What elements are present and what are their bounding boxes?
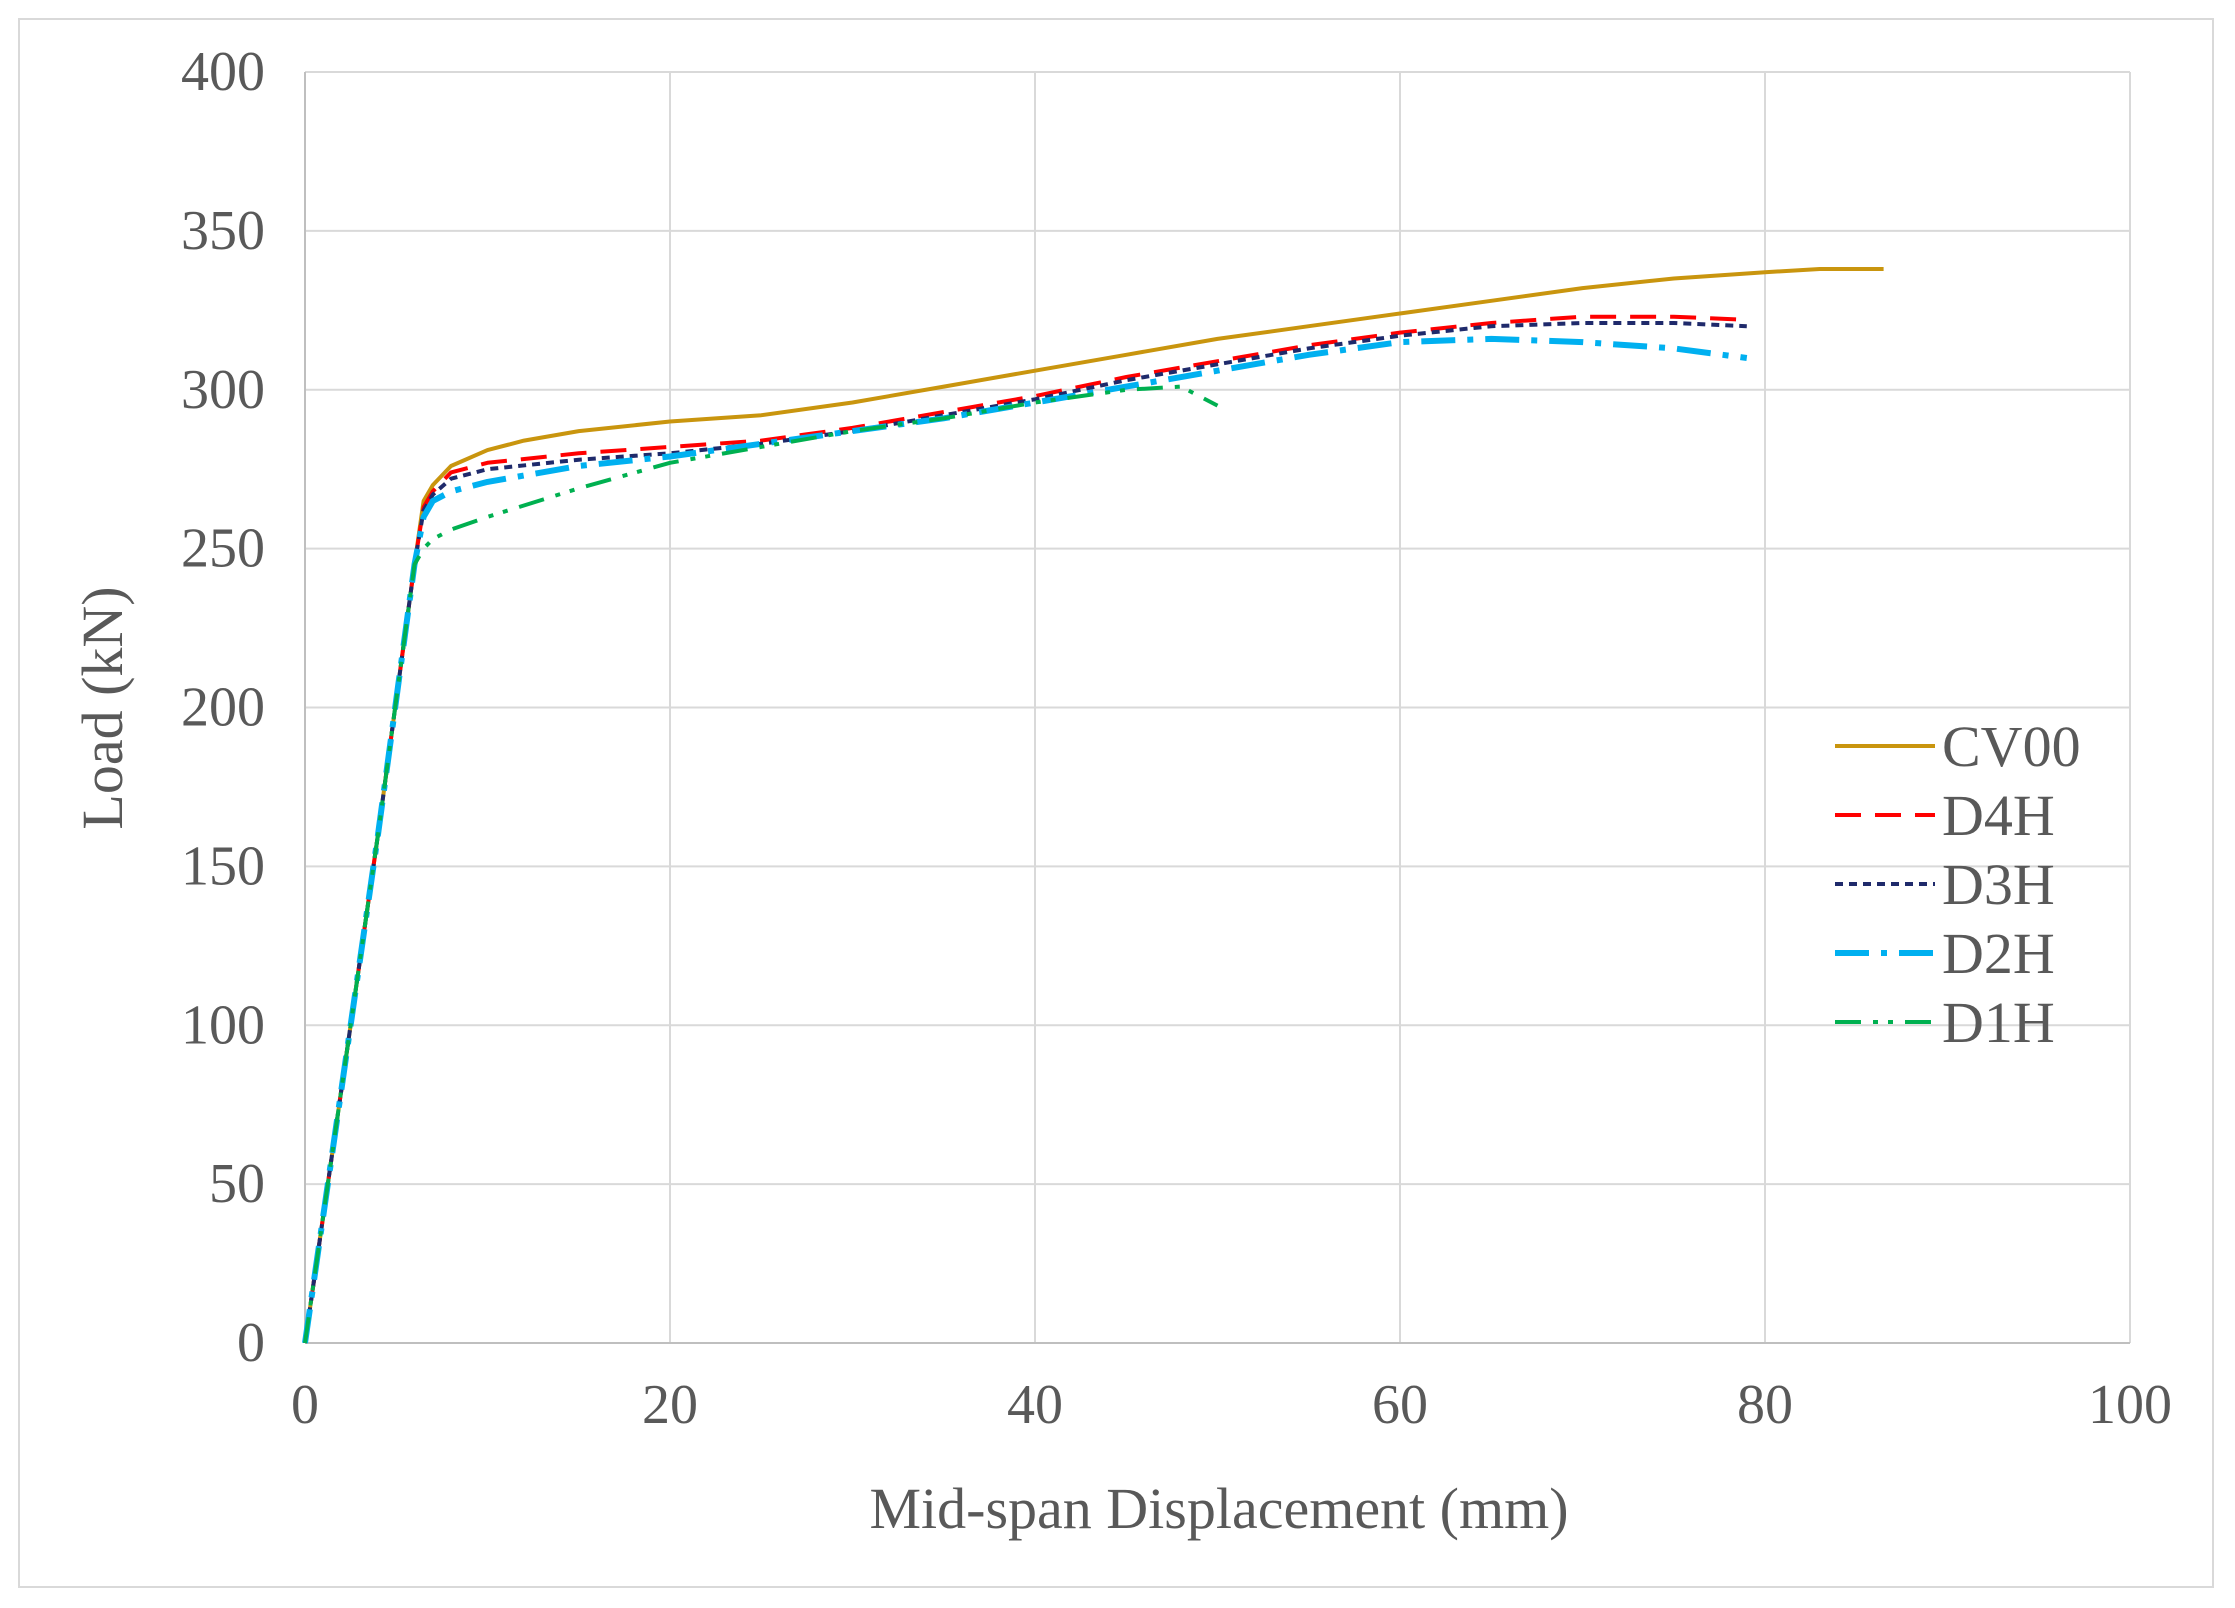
x-tick-label: 20	[642, 1374, 698, 1436]
tick-labels: 0 50 100 150 200 250 300 350 400 0 20 40 60 80 100	[181, 41, 2172, 1436]
series-lines	[302, 267, 1884, 1344]
y-tick-label: 400	[181, 41, 265, 103]
x-tick-label: 80	[1737, 1374, 1793, 1436]
series-line-cv00	[303, 267, 1884, 1344]
legend-label-cv00: CV00	[1942, 714, 2081, 779]
series-line-d2h	[302, 335, 1748, 1344]
y-tick-label: 250	[181, 518, 265, 580]
y-tick-label: 150	[181, 835, 265, 897]
y-tick-label: 200	[181, 677, 265, 739]
gridlines	[305, 71, 2131, 1343]
y-axis-title: Load (kN)	[70, 586, 135, 829]
y-tick-label: 50	[209, 1153, 265, 1215]
y-tick-label: 350	[181, 200, 265, 262]
x-tick-label: 60	[1372, 1374, 1428, 1436]
x-tick-label: 0	[291, 1374, 319, 1436]
legend-label-d4h: D4H	[1942, 783, 2055, 848]
y-tick-label: 300	[181, 359, 265, 421]
series-line-d3h	[303, 321, 1747, 1344]
x-axis-title: Mid-span Displacement (mm)	[869, 1476, 1568, 1541]
legend-label-d3h: D3H	[1942, 852, 2055, 917]
y-tick-label: 0	[237, 1312, 265, 1374]
y-tick-label: 100	[181, 994, 265, 1056]
legend-label-d2h: D2H	[1942, 921, 2055, 986]
legend-label-d1h: D1H	[1942, 990, 2055, 1055]
x-tick-label: 40	[1007, 1374, 1063, 1436]
series-line-d4h	[303, 314, 1747, 1344]
series-line-d1h	[303, 384, 1219, 1344]
axes	[304, 72, 2130, 1344]
x-tick-label: 100	[2088, 1374, 2172, 1436]
